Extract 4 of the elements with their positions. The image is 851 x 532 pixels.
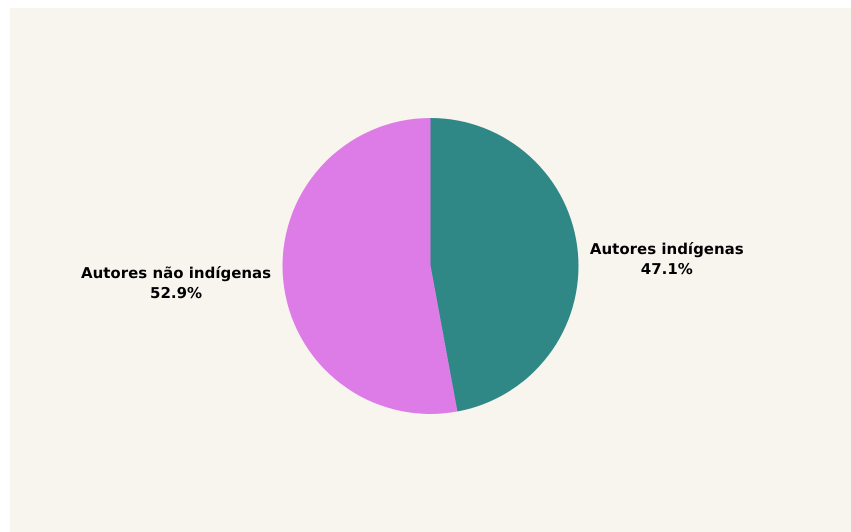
data-label: 52.9% <box>150 284 202 302</box>
slice-label: Autores indígenas <box>590 240 744 258</box>
slice-label: Autores não indígenas <box>80 264 272 282</box>
data-label: 47.1% <box>640 260 693 278</box>
